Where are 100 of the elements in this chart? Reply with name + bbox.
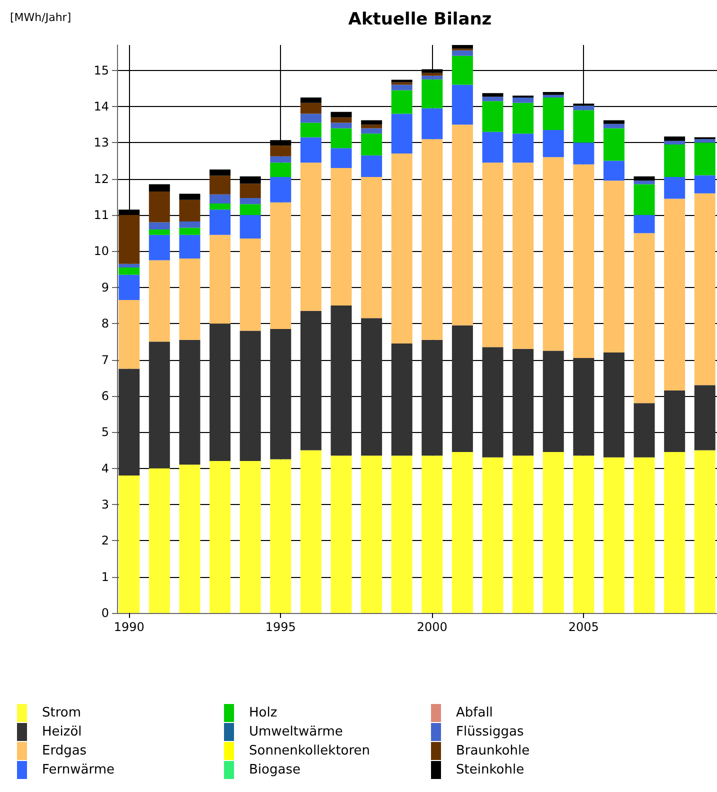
bar: [148, 192, 170, 222]
bar: [300, 122, 322, 138]
bar: [240, 461, 261, 613]
bar: [148, 260, 170, 342]
legend-label: Holz: [249, 706, 278, 720]
bar: [118, 274, 140, 300]
bar: [391, 154, 412, 344]
bar: [179, 234, 200, 258]
bar: [361, 155, 382, 178]
bar: [210, 461, 231, 613]
bar: [179, 340, 200, 465]
bar: [361, 120, 382, 125]
bar: [573, 110, 594, 143]
bar: [634, 403, 655, 458]
bar: [664, 177, 686, 199]
bar: [512, 456, 534, 613]
bar: [634, 215, 655, 234]
bar: [452, 84, 473, 125]
bar: [179, 464, 200, 613]
bar: [300, 102, 322, 114]
bar: [573, 164, 594, 358]
y-tick-label: 5: [101, 425, 109, 440]
bar: [179, 228, 200, 235]
bar: [300, 137, 322, 163]
bar: [240, 215, 261, 239]
y-tick-label: 0: [101, 606, 109, 620]
bar: [603, 457, 624, 613]
bar: [694, 175, 716, 194]
bar: [361, 318, 382, 456]
bar: [482, 162, 504, 348]
bar: [452, 452, 473, 613]
bar: [664, 452, 686, 613]
chart-title: Aktuelle Bilanz: [348, 10, 492, 30]
bar: [634, 233, 655, 404]
y-tick-label: 14: [94, 100, 109, 114]
bar: [270, 156, 292, 163]
legend-label: Heizöl: [42, 724, 82, 740]
bar: [270, 162, 292, 178]
bar: [603, 124, 624, 128]
bar: [573, 358, 594, 456]
bar: [118, 215, 140, 264]
bar: [482, 93, 504, 97]
bar: [210, 210, 231, 235]
bar: [422, 108, 443, 140]
bar: [422, 79, 443, 108]
bar: [179, 200, 200, 222]
bar: [179, 222, 200, 228]
bar: [330, 305, 352, 456]
y-tick-label: 15: [94, 63, 109, 78]
bar: [300, 310, 322, 450]
y-tick-label: 13: [94, 136, 109, 150]
bar: [330, 122, 352, 128]
bar: [210, 203, 231, 210]
legend-label: Sonnenkollektoren: [249, 744, 370, 758]
bar: [573, 106, 594, 110]
bar: [694, 142, 716, 176]
x-tick-label: 2000: [416, 620, 448, 634]
bar: [330, 117, 352, 123]
bar: [391, 90, 412, 114]
bar: [240, 184, 261, 198]
bar: [482, 457, 504, 613]
bar: [452, 325, 473, 452]
bar: [482, 101, 504, 132]
bar: [422, 456, 443, 613]
bar: [542, 350, 564, 452]
bar: [391, 84, 412, 90]
bar: [422, 76, 443, 80]
bar: [482, 132, 504, 163]
bar: [452, 45, 473, 49]
bar: [422, 340, 443, 456]
bar: [482, 347, 504, 458]
bar: [270, 177, 292, 202]
x-tick-label: 2005: [568, 620, 599, 634]
bar: [512, 134, 534, 163]
bar: [542, 157, 564, 351]
bar: [148, 468, 170, 613]
bar: [694, 139, 716, 143]
x-tick-label: 1990: [114, 620, 144, 634]
bar: [210, 234, 231, 324]
y-tick-label: 6: [101, 388, 109, 403]
bar: [240, 204, 261, 216]
bar: [542, 130, 564, 158]
bar: [512, 348, 534, 456]
bar: [482, 96, 504, 102]
bar: [361, 124, 382, 128]
legend-label: Abfall: [456, 706, 493, 720]
bar: [573, 456, 594, 613]
bar: [391, 80, 412, 82]
bar: [452, 56, 473, 85]
bar: [664, 136, 686, 141]
bar: [391, 114, 412, 154]
bar: [512, 97, 534, 103]
bar: [118, 300, 140, 369]
y-tick-label: 3: [101, 497, 109, 512]
bar: [542, 94, 564, 98]
bar: [664, 390, 686, 452]
y-tick-label: 1: [101, 570, 109, 584]
bar: [330, 168, 352, 306]
bar: [694, 193, 716, 386]
bar: [391, 343, 412, 456]
